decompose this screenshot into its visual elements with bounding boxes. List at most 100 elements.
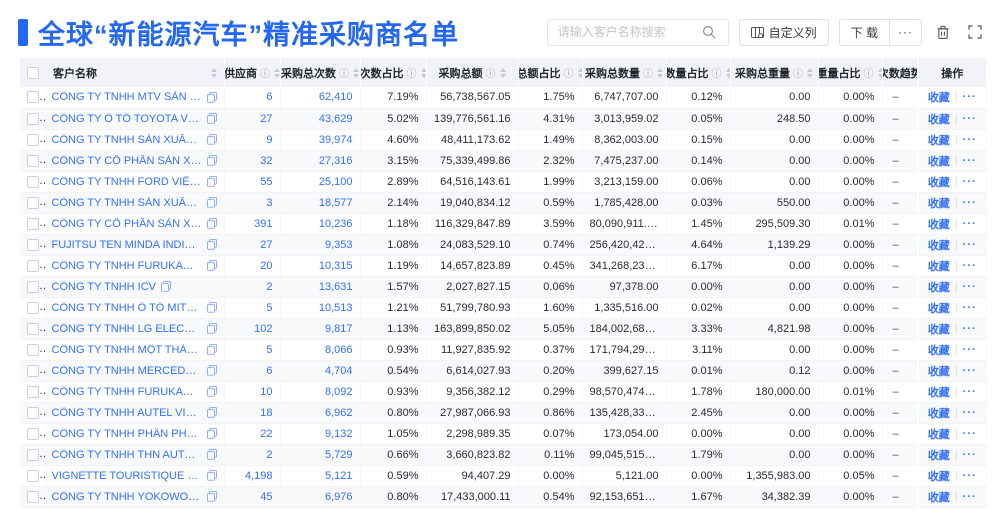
info-icon[interactable]: ⓘ [485, 69, 496, 80]
row-more-button[interactable]: ··· [962, 406, 977, 419]
select-all-checkbox[interactable] [27, 66, 39, 79]
row-more-button[interactable]: ··· [962, 280, 977, 293]
column-header-weight_pct[interactable]: 重量占比 ⓘ [818, 58, 883, 87]
sort-icon[interactable] [274, 67, 279, 78]
row-more-button[interactable]: ··· [962, 343, 977, 356]
customer-name-link[interactable]: CÔNG TY TNHH Ô TÔ MITSUBI... [51, 301, 202, 314]
favorite-button[interactable]: 收藏 [927, 113, 950, 126]
favorite-button[interactable]: 收藏 [927, 239, 950, 252]
row-checkbox[interactable] [27, 469, 39, 482]
row-checkbox[interactable] [27, 490, 39, 503]
customer-name-link[interactable]: CÔNG TY TNHH FORD VIỆT NAM [51, 175, 202, 188]
favorite-button[interactable]: 收藏 [927, 260, 950, 273]
row-checkbox[interactable] [27, 343, 39, 356]
copy-icon[interactable] [206, 386, 217, 397]
download-button[interactable]: 下 载 [838, 18, 890, 46]
copy-icon[interactable] [206, 239, 217, 250]
copy-icon[interactable] [206, 260, 217, 271]
favorite-button[interactable]: 收藏 [927, 218, 950, 231]
sort-icon[interactable] [807, 67, 813, 78]
customer-name-link[interactable]: CÔNG TY TNHH FURUKAWA A... [51, 385, 202, 398]
row-checkbox[interactable] [27, 301, 39, 314]
row-more-button[interactable]: ··· [962, 364, 977, 377]
favorite-button[interactable]: 收藏 [927, 407, 950, 420]
copy-icon[interactable] [206, 428, 217, 439]
favorite-button[interactable]: 收藏 [927, 134, 950, 147]
search-icon[interactable] [698, 21, 720, 43]
favorite-button[interactable]: 收藏 [927, 491, 950, 504]
copy-icon[interactable] [206, 91, 217, 103]
favorite-button[interactable]: 收藏 [927, 323, 950, 336]
info-icon[interactable]: ⓘ [339, 69, 349, 80]
sort-icon[interactable] [577, 67, 581, 78]
customer-name-link[interactable]: CÔNG TY TNHH MỘT THÀNH V... [51, 343, 202, 356]
row-checkbox[interactable] [27, 91, 39, 104]
trash-icon[interactable] [932, 21, 954, 43]
copy-icon[interactable] [206, 407, 217, 418]
row-checkbox[interactable] [27, 322, 39, 335]
info-icon[interactable]: ⓘ [406, 69, 417, 80]
column-header-name[interactable]: 客户名称 [46, 58, 225, 87]
row-checkbox[interactable] [27, 175, 39, 188]
row-more-button[interactable]: ··· [962, 259, 977, 272]
customer-name-link[interactable]: CÔNG TY CỔ PHẦN SẢN XUẤT... [51, 217, 202, 230]
row-checkbox[interactable] [27, 112, 39, 125]
copy-icon[interactable] [206, 218, 217, 229]
favorite-button[interactable]: 收藏 [927, 92, 950, 105]
info-icon[interactable]: ⓘ [711, 69, 722, 80]
row-checkbox[interactable] [27, 154, 39, 167]
copy-icon[interactable] [206, 323, 217, 334]
row-checkbox[interactable] [27, 406, 39, 419]
customize-columns-button[interactable]: 自定义列 [738, 18, 829, 46]
sort-icon[interactable] [725, 67, 729, 78]
favorite-button[interactable]: 收藏 [927, 176, 950, 189]
column-header-qty_pct[interactable]: 数量占比 ⓘ [666, 58, 731, 87]
row-more-button[interactable]: ··· [962, 112, 977, 125]
info-icon[interactable]: ⓘ [643, 69, 653, 80]
row-checkbox[interactable] [27, 196, 39, 209]
favorite-button[interactable]: 收藏 [927, 155, 950, 168]
column-header-amount_pct[interactable]: 总额占比 ⓘ [518, 58, 583, 87]
favorite-button[interactable]: 收藏 [927, 344, 950, 357]
row-more-button[interactable]: ··· [962, 175, 977, 188]
column-header-count_pct[interactable]: 次数占比 ⓘ [360, 58, 427, 87]
customer-name-link[interactable]: CÔNG TY TNHH MTV SẢN XUẤ... [51, 91, 202, 104]
customer-name-link[interactable]: CÔNG TY TNHH PHÂN PHỐI T... [51, 427, 202, 440]
row-checkbox[interactable] [27, 448, 39, 461]
copy-icon[interactable] [206, 134, 217, 145]
copy-icon[interactable] [206, 155, 217, 166]
copy-icon[interactable] [206, 470, 217, 481]
row-more-button[interactable]: ··· [962, 154, 977, 167]
favorite-button[interactable]: 收藏 [927, 470, 950, 483]
row-more-button[interactable]: ··· [962, 385, 977, 398]
customer-name-link[interactable]: CÔNG TY TNHH THN AUTOPAR... [51, 448, 202, 461]
customer-name-link[interactable]: CÔNG TY TNHH YOKOWO VIỆT... [51, 490, 202, 503]
row-checkbox[interactable] [27, 133, 39, 146]
column-header-total_amount[interactable]: 采购总额 ⓘ [426, 58, 519, 87]
favorite-button[interactable]: 收藏 [927, 302, 950, 315]
search-input[interactable] [555, 24, 698, 40]
sort-icon[interactable] [877, 67, 881, 78]
copy-icon[interactable] [206, 302, 217, 313]
customer-name-link[interactable]: CÔNG TY Ô TÔ TOYOTA VIỆT ... [51, 112, 202, 125]
row-more-button[interactable]: ··· [962, 196, 977, 209]
fullscreen-icon[interactable] [964, 21, 986, 43]
info-icon[interactable]: ⓘ [260, 69, 270, 80]
row-checkbox[interactable] [27, 364, 39, 377]
copy-icon[interactable] [206, 176, 217, 187]
row-more-button[interactable]: ··· [962, 427, 977, 440]
row-more-button[interactable]: ··· [962, 91, 977, 104]
copy-icon[interactable] [206, 365, 217, 376]
customer-name-link[interactable]: CÔNG TY TNHH MERCEDES–B... [51, 364, 202, 377]
customer-name-link[interactable]: CÔNG TY TNHH AUTEL VIỆT N... [51, 406, 202, 419]
favorite-button[interactable]: 收藏 [927, 365, 950, 378]
copy-icon[interactable] [161, 281, 172, 292]
sort-icon[interactable] [210, 67, 217, 78]
favorite-button[interactable]: 收藏 [927, 449, 950, 462]
copy-icon[interactable] [206, 344, 217, 355]
row-checkbox[interactable] [27, 238, 39, 251]
search-box[interactable] [546, 18, 729, 46]
row-checkbox[interactable] [27, 217, 39, 230]
info-icon[interactable]: ⓘ [563, 69, 574, 80]
customer-name-link[interactable]: CÔNG TY TNHH ICV [51, 280, 157, 293]
